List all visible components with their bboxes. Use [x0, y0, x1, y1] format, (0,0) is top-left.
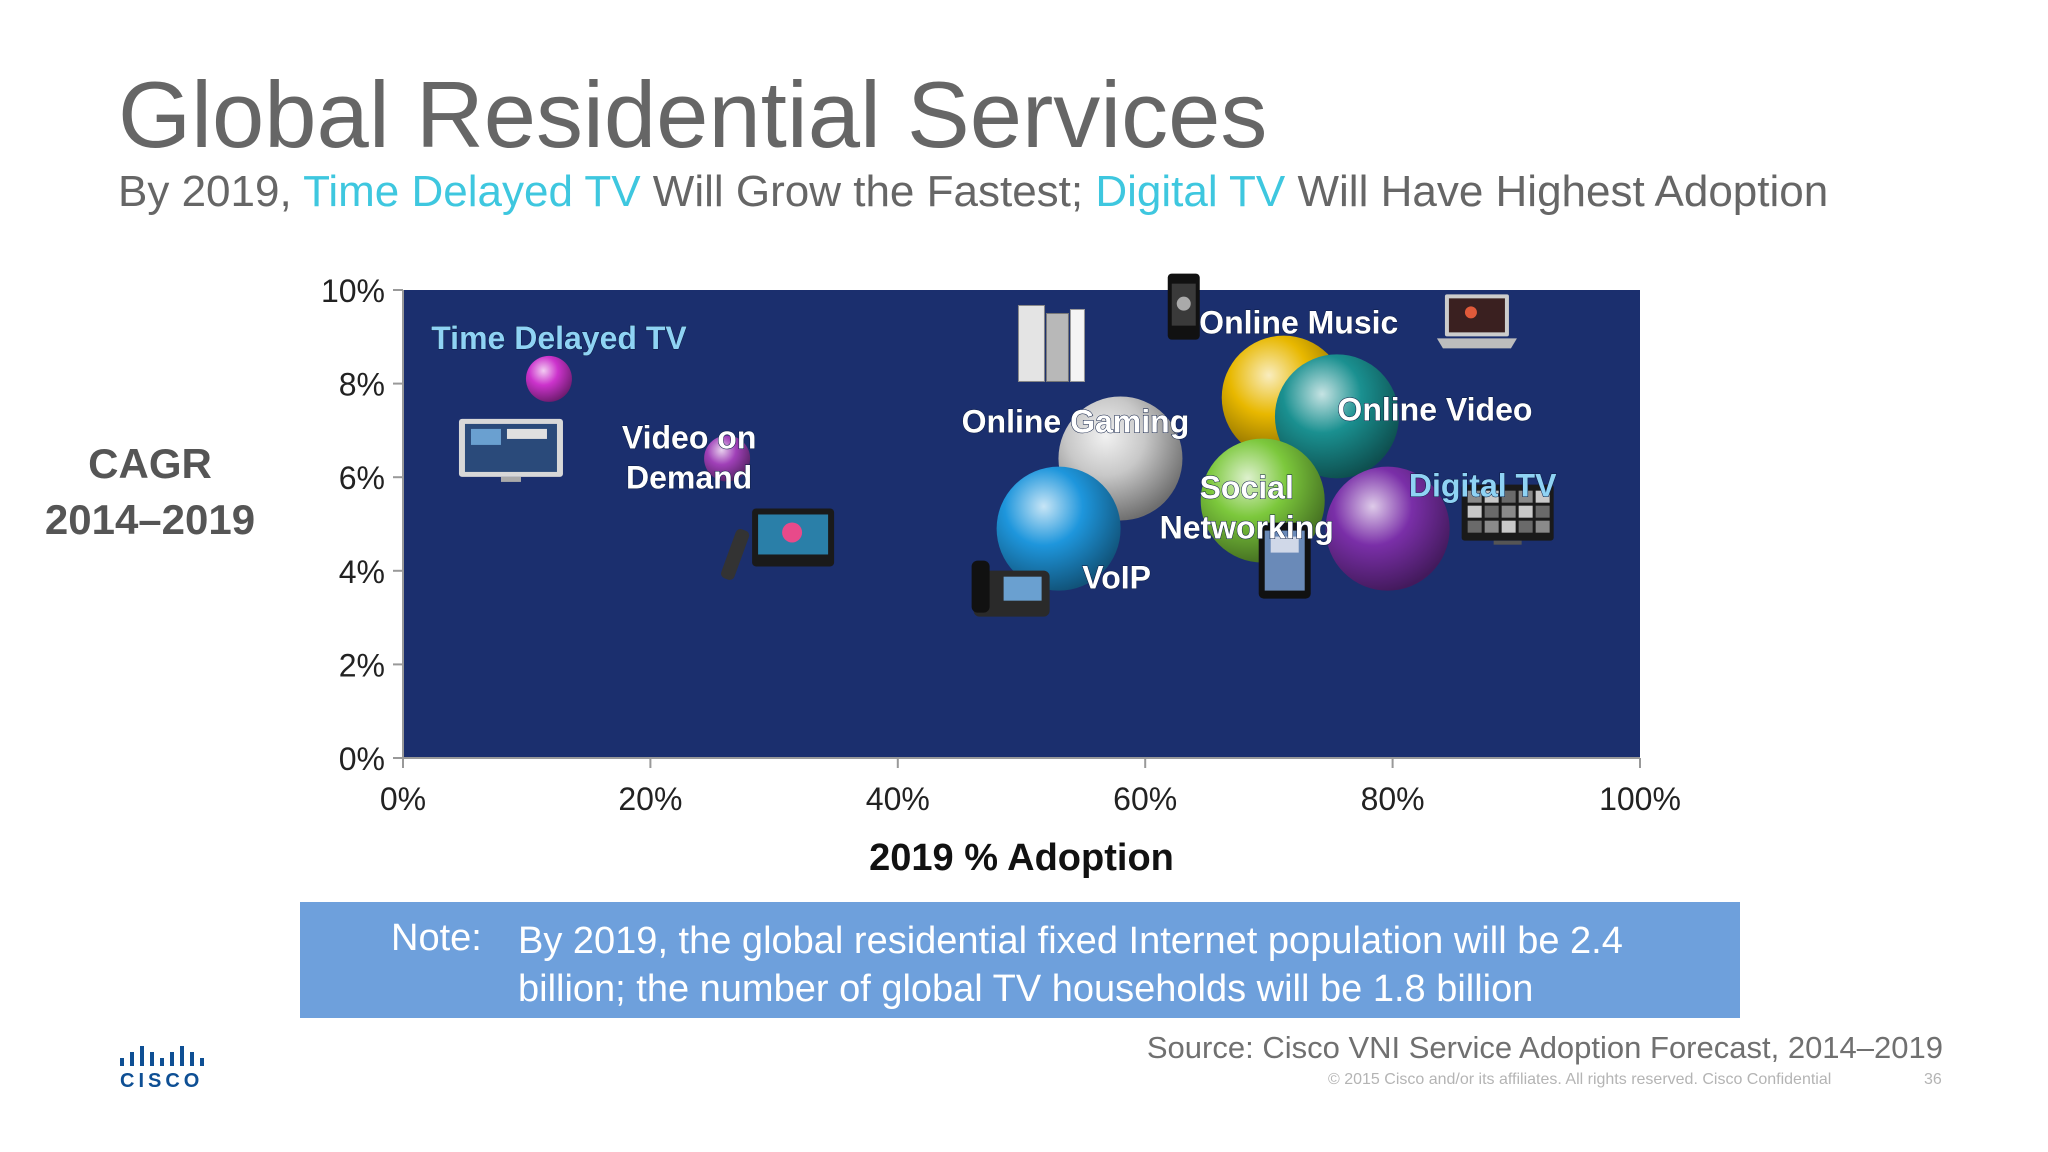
bubble-label-social-networking: Social Networking	[1160, 470, 1334, 546]
bubble-label-online-gaming: Online Gaming	[962, 403, 1190, 439]
desk-phone-icon	[971, 560, 1050, 617]
y-tick-label: 2%	[339, 647, 385, 683]
tablet-icon	[1258, 522, 1311, 599]
subtitle-part-1: By 2019,	[118, 167, 304, 216]
subtitle-part-3: Will Have Highest Adoption	[1285, 167, 1829, 216]
x-tick-label: 80%	[1361, 781, 1425, 817]
x-axis-label: 2019 % Adoption	[869, 837, 1174, 879]
copyright-text: © 2015 Cisco and/or its affiliates. All …	[1328, 1071, 1832, 1088]
slide-title: Global Residential Services	[118, 62, 1268, 167]
tv-grid-icon	[1461, 484, 1554, 545]
tv-remote-icon	[721, 508, 835, 580]
source-text: Source: Cisco VNI Service Adoption Forec…	[1146, 1030, 1943, 1065]
note-text: By 2019, the global residential fixed In…	[518, 920, 1623, 1010]
cisco-logo: CISCO	[110, 1044, 210, 1094]
x-tick-label: 20%	[618, 781, 682, 817]
note-box: Note: By 2019, the global residential fi…	[300, 902, 1740, 1018]
subtitle-highlight-time-delayed-tv: Time Delayed TV	[303, 167, 641, 216]
game-console-icon	[1017, 304, 1085, 382]
bubble-digital-tv	[1325, 466, 1450, 591]
y-tick-label: 10%	[321, 273, 385, 309]
bubble-chart: 0% 2% 4% 6% 8% 10% 0% 20% 40% 60% 80% 100% 2019 % Ad…	[321, 273, 1681, 879]
y-tick-label: 8%	[339, 367, 385, 403]
laptop-icon	[1436, 294, 1517, 349]
cisco-logo-text: CISCO	[120, 1070, 204, 1092]
bubble-time-delayed-tv	[525, 355, 572, 402]
y-axis-label: CAGR 2014–2019	[20, 436, 280, 548]
subtitle-highlight-digital-tv: Digital TV	[1095, 167, 1286, 216]
bubble-label-online-video: Online Video	[1337, 391, 1532, 427]
x-tick-label: 0%	[380, 781, 426, 817]
x-tick-label: 100%	[1599, 781, 1681, 817]
bubble-label-digital-tv: Digital TV	[1409, 468, 1557, 504]
note-label: Note:	[391, 917, 482, 959]
bubble-video-on-demand	[704, 435, 751, 482]
y-axis-label-text: CAGR 2014–2019	[44, 440, 256, 543]
bubble-label-voip: VoIP	[1082, 560, 1151, 596]
subtitle-part-2: Will Grow the Fastest;	[640, 167, 1096, 216]
page-number: 36	[1924, 1071, 1942, 1088]
bubble-voip	[996, 466, 1121, 591]
bubble-label-time-delayed-tv: Time Delayed TV	[431, 320, 687, 356]
cisco-bars-icon	[120, 1046, 204, 1066]
mobile-phone-icon	[1167, 273, 1200, 340]
bubble-online-video	[1274, 354, 1399, 479]
bubble-label-online-music: Online Music	[1199, 305, 1398, 341]
x-tick-label: 60%	[1113, 781, 1177, 817]
bubble-label-video-on-demand: Video on Demand	[622, 419, 757, 495]
flat-tv-icon	[458, 418, 563, 482]
y-tick-label: 4%	[339, 554, 385, 590]
y-tick-label: 0%	[339, 741, 385, 777]
y-tick-label: 6%	[339, 460, 385, 496]
slide-subtitle: By 2019, Time Delayed TV Will Grow the F…	[118, 167, 1829, 216]
x-tick-label: 40%	[866, 781, 930, 817]
